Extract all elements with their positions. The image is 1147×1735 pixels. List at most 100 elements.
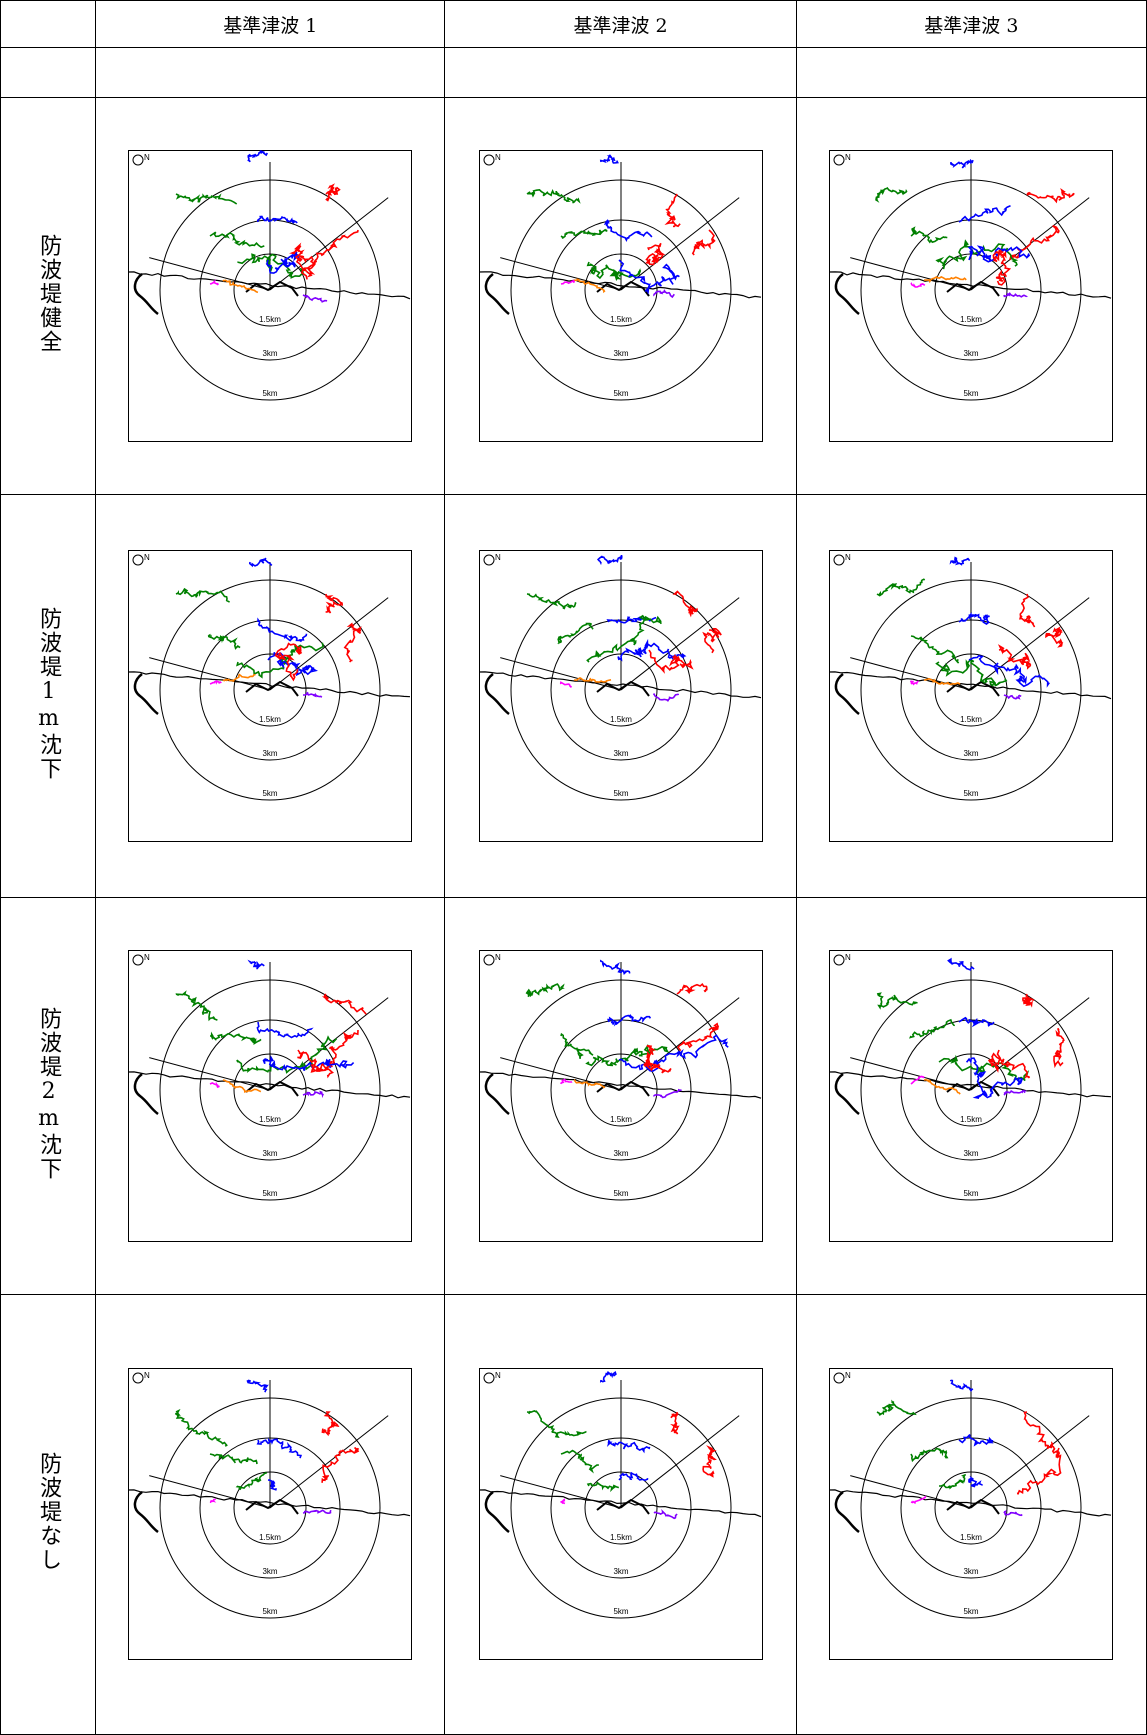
trajectory-path [663,193,681,228]
trajectory-path [652,693,679,702]
compass-icon [483,1372,495,1384]
coastline [128,1070,411,1099]
compass-icon [132,554,144,566]
plot-wrapper: 1.5km 3km 5km N [445,495,795,897]
coastline [829,1489,1112,1517]
ring-label: 5km [964,1607,979,1616]
trajectories [525,959,729,1099]
ring-label: 3km [964,1149,979,1158]
ring-label: 3km [613,1149,628,1158]
trajectory-path [1017,1448,1062,1495]
row-label: 防波堤1m沈下 [36,606,62,781]
trajectory-path [876,578,926,597]
ring-label: 3km [263,1149,278,1158]
trajectory-path [584,1043,669,1066]
plot-wrapper: 1.5km 3km 5km N [445,1295,795,1734]
ring-label: 5km [613,1189,628,1198]
column-header-1: 基準津波 1 [95,0,446,49]
coastline [128,271,411,300]
plot-cell: 1.5km 3km 5km N [444,896,797,1295]
trajectory-path [321,1447,360,1484]
trajectory-path [599,154,619,164]
trajectory-path [603,219,653,242]
trajectory-path [256,1021,314,1039]
trajectory-plot: 1.5km 3km 5km N [128,549,413,842]
compass-label: N [845,1371,851,1380]
trajectory-path [560,1450,599,1474]
radial-line [499,1475,621,1509]
radial-line [499,656,621,691]
river-line [484,272,510,315]
trajectory-path [585,614,662,663]
trajectories [877,957,1066,1099]
ring-label: 3km [613,1567,628,1576]
plot-wrapper: 1.5km 3km 5km N [96,898,444,1294]
plot-cell: 1.5km 3km 5km N [444,1293,797,1735]
row-header-cell: 防波堤1m沈下 [0,494,97,898]
column-header-3: 基準津波 3 [795,0,1147,49]
radial-line [149,257,271,291]
plot-cell: 1.5km 3km 5km N [95,896,446,1295]
trajectory-path [618,259,680,295]
plot-wrapper: 1.5km 3km 5km N [797,98,1146,494]
blank-cell [95,47,446,98]
breakwater [595,680,650,697]
trajectory-path [967,1476,984,1488]
compass-label: N [845,553,851,562]
river-line [835,272,861,315]
trajectory-path [247,959,266,970]
trajectory-path [909,1018,956,1039]
compass-label: N [144,1371,150,1380]
coastline [478,1489,761,1518]
trajectories [876,1379,1062,1517]
plot-cell: 1.5km 3km 5km N [795,1293,1147,1735]
trajectory-plot: 1.5km 3km 5km N [829,949,1114,1242]
coastline [478,1070,761,1099]
trajectory-path [701,1445,717,1479]
trajectory-path [525,982,565,997]
river-line [134,1491,160,1534]
trajectory-path [938,1054,1030,1081]
plot-cell: 1.5km 3km 5km N [444,494,797,898]
ring-label: 5km [613,789,628,798]
breakwater [595,1080,650,1097]
ring-label: 5km [613,389,628,398]
ring-label: 5km [964,389,979,398]
breakwater [245,1499,300,1515]
radial-line [971,597,1090,691]
trajectory-path [647,649,694,674]
radial-line [499,257,621,291]
plot-cell: 1.5km 3km 5km N [95,1293,446,1735]
trajectory-plot: 1.5km 3km 5km N [478,949,763,1242]
ring-label: 5km [263,789,278,798]
trajectory-path [1004,694,1022,700]
trajectory-path [911,1495,927,1505]
radial-line [620,996,740,1091]
row-label: 防波堤健全 [36,233,62,354]
corner-cell [0,0,97,49]
trajectory-path [210,278,220,286]
trajectory-path [268,1479,278,1492]
trajectory-path [876,1399,918,1417]
trajectory-path [875,186,908,203]
trajectory-path [303,1509,332,1515]
plot-wrapper: 1.5km 3km 5km N [797,495,1146,897]
trajectory-path [910,1447,949,1463]
trajectory-path [209,231,265,248]
trajectories [175,150,360,303]
trajectory-path [559,1032,594,1059]
trajectory-path [998,643,1032,670]
trajectory-path [958,1434,994,1448]
trajectory-path [1045,626,1064,648]
trajectory-path [652,1088,682,1099]
ring-label: 1.5km [259,1115,281,1124]
radial-line [620,197,740,291]
trajectory-path [1003,292,1029,298]
trajectory-path [672,590,698,618]
ring-label: 5km [263,1607,278,1616]
trajectory-path [298,229,360,266]
trajectory-path [175,587,231,603]
ring-label: 1.5km [610,315,632,324]
compass-icon [132,954,144,966]
row-header-cell: 防波堤健全 [0,96,97,496]
